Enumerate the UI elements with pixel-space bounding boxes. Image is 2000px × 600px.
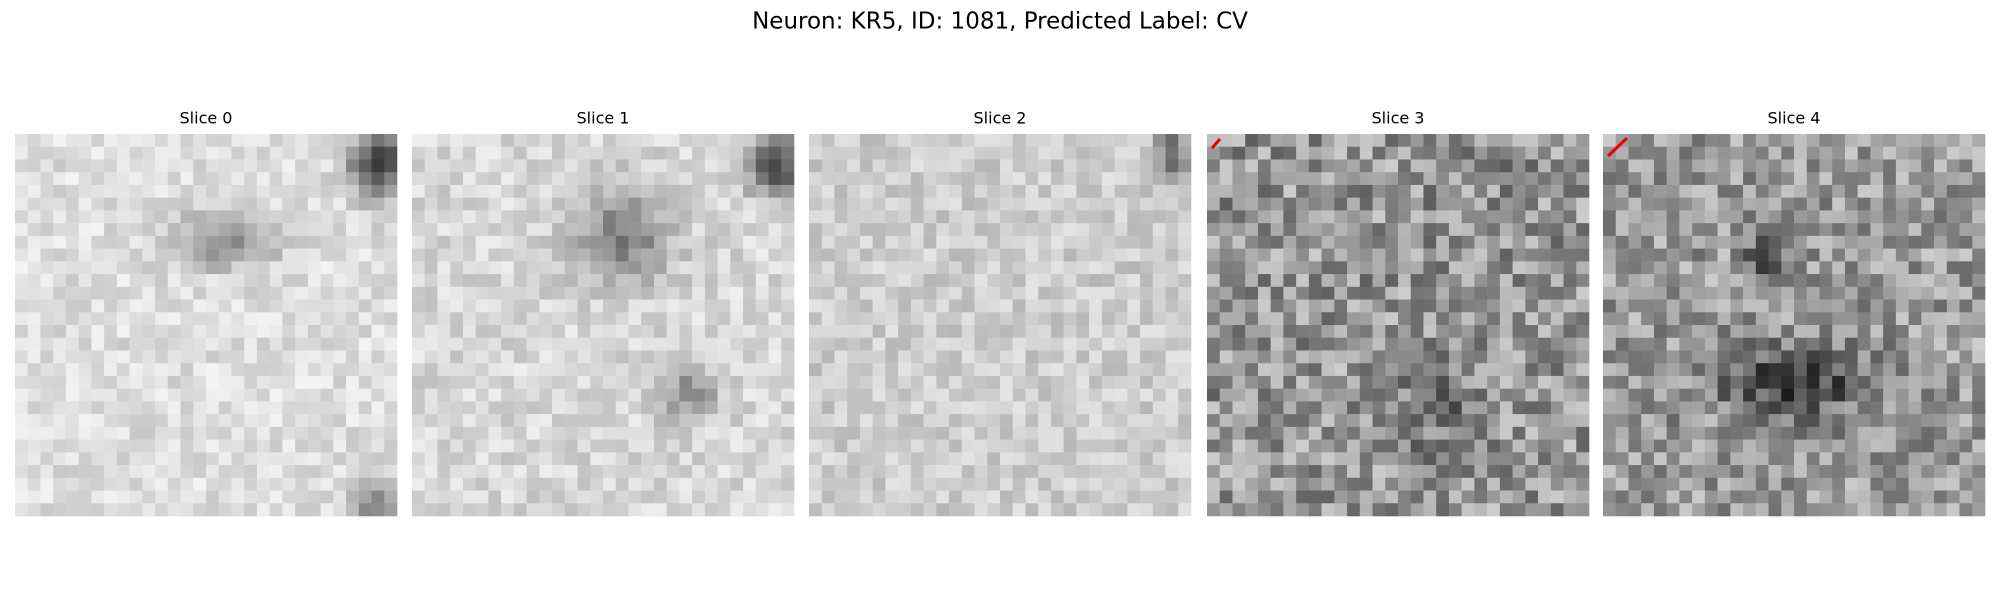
panel-title: Slice 1	[577, 109, 630, 128]
slice-image	[809, 134, 1192, 517]
panel-title: Slice 3	[1372, 109, 1425, 128]
panel-title: Slice 0	[180, 109, 233, 128]
slice-image	[1603, 134, 1986, 517]
slice-image	[1207, 134, 1590, 517]
panel-title: Slice 4	[1768, 109, 1821, 128]
panel-title: Slice 2	[974, 109, 1027, 128]
slice-image	[412, 134, 795, 517]
panels: Slice 0 Slice 1 Slice 2 Slice 3 Slice 4	[15, 109, 1986, 517]
marker-line	[1606, 136, 1629, 158]
slice-image	[15, 134, 398, 517]
figure-title: Neuron: KR5, ID: 1081, Predicted Label: …	[752, 9, 1248, 35]
marker-line	[1210, 138, 1222, 149]
